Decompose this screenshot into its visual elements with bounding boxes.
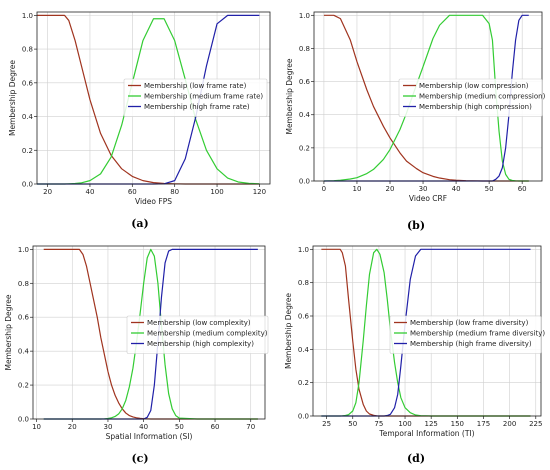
y-tick-label-2: 0.4	[22, 113, 34, 121]
legend-box	[126, 315, 269, 354]
x-tick-label-0: 20	[43, 188, 52, 196]
x-axis-label: Video CRF	[409, 194, 447, 203]
legend-box	[389, 315, 542, 354]
x-tick-label-6: 175	[477, 420, 490, 428]
series-line-1	[323, 14, 529, 182]
panel-label: (a)	[131, 217, 149, 230]
y-tick-label-5: 1.0	[18, 246, 29, 254]
x-tick-label-4: 40	[452, 185, 461, 193]
x-tick-label-7: 200	[503, 420, 516, 428]
chart-b: 0 10 20 30 40 50 60 0.0 0.2 0.4 0.6 0.8 1.0 Video CRF…	[285, 11, 546, 232]
legend-entry-2: Membership (high compression)	[419, 103, 532, 111]
panel-label: (d)	[407, 452, 425, 465]
chart-c: 10 20 30 40 50 60 70 0.0 0.2 0.4 0.6 0.8 1.0 Spatial …	[4, 245, 269, 465]
legend-entry-0: Membership (low frame diversity)	[410, 319, 529, 327]
x-tick-label-2: 20	[386, 185, 395, 193]
chart-d: 25 50 75 100 125 150 175 200 225 0.0 0.2 0.4 0.6 0.8 1…	[284, 245, 545, 465]
y-tick-label-3: 0.6	[299, 78, 311, 86]
x-tick-label-2: 60	[128, 188, 137, 196]
x-axis-label: Spatial Information (SI)	[106, 432, 193, 441]
x-tick-label-4: 125	[424, 420, 437, 428]
y-tick-label-4: 0.8	[299, 45, 310, 53]
legend: Membership (low compression) Membership (…	[398, 78, 546, 117]
x-tick-label-5: 60	[211, 423, 220, 431]
legend: Membership (low complexity) Membership (m…	[126, 315, 269, 354]
panel-label: (c)	[131, 452, 148, 465]
x-tick-label-0: 25	[322, 420, 331, 428]
x-tick-label-8: 225	[529, 420, 542, 428]
y-tick-label-5: 1.0	[22, 12, 33, 20]
y-axis-label: Membership Degree	[285, 58, 294, 134]
x-tick-label-0: 0	[322, 185, 326, 193]
legend-entry-0: Membership (low compression)	[419, 82, 529, 90]
legend-entry-1: Membership (medium compression)	[419, 93, 546, 101]
y-tick-label-0: 0.0	[18, 416, 29, 424]
axes-frame	[36, 11, 271, 185]
legend-entry-2: Membership (high complexity)	[147, 340, 254, 348]
y-tick-label-1: 0.2	[18, 382, 29, 390]
legend-entry-2: Membership (high frame diversity)	[410, 340, 532, 348]
y-tick-label-3: 0.6	[298, 313, 310, 321]
x-axis-label: Temporal Information (TI)	[378, 429, 474, 438]
x-tick-label-6: 70	[246, 423, 255, 431]
legend-entry-0: Membership (low frame rate)	[144, 82, 247, 90]
x-tick-label-4: 100	[210, 188, 223, 196]
y-tick-label-0: 0.0	[298, 413, 309, 421]
x-tick-label-2: 75	[374, 420, 383, 428]
y-tick-label-0: 0.0	[22, 181, 33, 189]
legend-entry-1: Membership (medium frame rate)	[144, 93, 263, 101]
x-tick-label-1: 40	[85, 188, 94, 196]
y-tick-label-2: 0.4	[299, 111, 311, 119]
legend-entry-1: Membership (medium frame diversity)	[410, 330, 545, 338]
y-tick-label-1: 0.2	[298, 379, 309, 387]
legend: Membership (low frame diversity) Membersh…	[389, 315, 545, 354]
y-axis-label: Membership Degree	[8, 60, 17, 136]
legend: Membership (low frame rate) Membership (m…	[123, 78, 268, 117]
x-tick-label-5: 50	[485, 185, 494, 193]
x-tick-label-3: 30	[419, 185, 428, 193]
y-tick-label-4: 0.8	[18, 280, 29, 288]
x-tick-label-5: 150	[451, 420, 464, 428]
x-tick-label-1: 20	[68, 423, 77, 431]
y-tick-label-1: 0.2	[299, 144, 310, 152]
y-tick-label-5: 1.0	[299, 12, 310, 20]
y-tick-label-1: 0.2	[22, 147, 33, 155]
x-axis-label: Video FPS	[135, 197, 172, 206]
x-tick-label-3: 40	[139, 423, 148, 431]
y-tick-label-5: 1.0	[298, 246, 309, 254]
legend-box	[398, 78, 543, 117]
x-tick-label-5: 120	[253, 188, 266, 196]
y-tick-label-4: 0.8	[22, 46, 33, 54]
y-axis-label: Membership Degree	[284, 293, 293, 369]
y-axis-label: Membership Degree	[4, 294, 13, 370]
chart-a: 20 40 60 80 100 120 0.0 0.2 0.4 0.6 0.8 1.0 Video FP…	[8, 11, 271, 230]
y-tick-label-3: 0.6	[22, 79, 34, 87]
x-tick-label-1: 10	[352, 185, 361, 193]
y-tick-label-3: 0.6	[18, 314, 30, 322]
y-tick-label-2: 0.4	[298, 346, 310, 354]
legend-entry-2: Membership (high frame rate)	[144, 103, 250, 111]
panel-label: (b)	[407, 219, 425, 232]
y-tick-label-4: 0.8	[298, 279, 309, 287]
x-tick-label-3: 80	[170, 188, 179, 196]
y-tick-label-0: 0.0	[299, 178, 310, 186]
x-tick-label-4: 50	[175, 423, 184, 431]
legend-entry-1: Membership (medium complexity)	[147, 330, 268, 338]
x-tick-label-2: 30	[103, 423, 112, 431]
x-tick-label-1: 50	[348, 420, 357, 428]
x-tick-label-3: 100	[398, 420, 411, 428]
y-tick-label-2: 0.4	[18, 348, 30, 356]
legend-box	[123, 78, 268, 117]
x-tick-label-6: 60	[518, 185, 527, 193]
legend-entry-0: Membership (low complexity)	[147, 319, 251, 327]
x-tick-label-0: 10	[32, 423, 41, 431]
